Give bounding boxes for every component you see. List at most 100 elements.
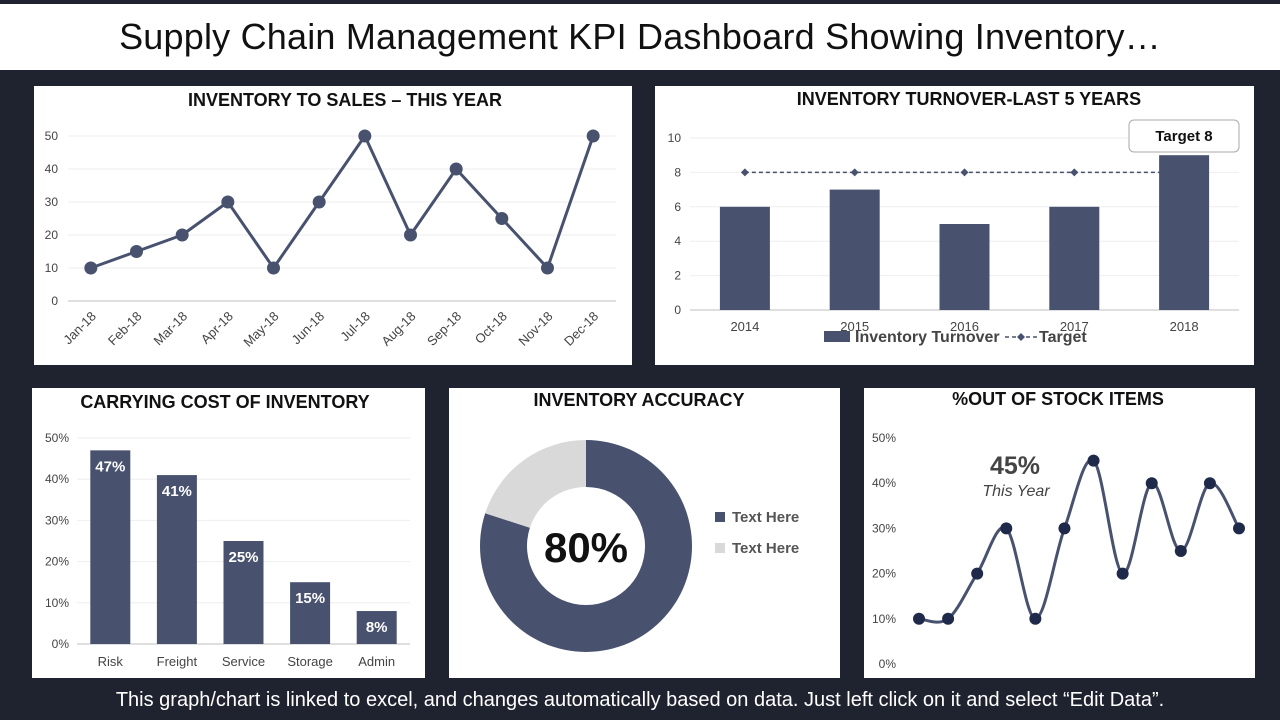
x-tick-label: 2016 — [950, 319, 979, 334]
data-point — [1145, 477, 1158, 490]
inventory-accuracy-chart[interactable]: INVENTORY ACCURACY 80% Text Here Text Here — [449, 388, 840, 678]
data-point — [1058, 522, 1071, 535]
target-marker — [850, 168, 859, 177]
target-callout-text: Target 8 — [1155, 128, 1212, 145]
dashboard-title-bar: Supply Chain Management KPI Dashboard Sh… — [0, 4, 1280, 70]
x-tick-label: 2017 — [1060, 319, 1089, 334]
x-tick-label: Freight — [157, 654, 198, 669]
target-callout-box — [1128, 119, 1240, 153]
x-tick-label: Nov-18 — [515, 309, 555, 349]
out-of-stock-chart[interactable]: %OUT OF STOCK ITEMS 0% 10% 20% 30% 40% 50% 45% T… — [864, 388, 1255, 678]
y-tick-label: 10 — [668, 131, 682, 145]
x-tick-label: 2018 — [1170, 319, 1199, 334]
y-tick-label: 2 — [674, 269, 681, 283]
bar — [1049, 206, 1100, 310]
pie-slice — [480, 440, 692, 652]
y-tick-label: 0% — [879, 657, 897, 671]
x-tick-label: May-18 — [240, 309, 281, 350]
bar — [939, 224, 990, 310]
data-point — [84, 261, 98, 275]
y-tick-label: 0 — [674, 303, 681, 317]
y-tick-label: 30% — [45, 513, 69, 527]
data-label: 15% — [295, 590, 325, 607]
y-tick-label: 8 — [674, 165, 681, 179]
y-tick-label: 20 — [45, 228, 59, 242]
x-tick-label: Jan-18 — [60, 309, 99, 348]
data-point — [130, 245, 143, 258]
series-line — [90, 134, 595, 270]
x-tick-label: Jul-18 — [337, 309, 373, 345]
data-point — [1174, 545, 1187, 557]
x-tick-label: Oct-18 — [472, 309, 510, 347]
data-label: 41% — [162, 483, 192, 500]
data-point — [1116, 567, 1129, 580]
inventory-to-sales-chart[interactable]: INVENTORY TO SALES – THIS YEAR 0 10 20 30 40 5… — [34, 86, 632, 365]
chart-title: INVENTORY TO SALES – THIS YEAR — [188, 90, 502, 110]
legend-target-marker — [1017, 333, 1025, 341]
x-tick-label: Feb-18 — [105, 309, 145, 349]
inventory-turnover-chart[interactable]: INVENTORY TURNOVER-LAST 5 YEARS 0 2 4 6 8 10 20… — [655, 86, 1254, 365]
x-tick-label: Risk — [98, 654, 124, 669]
footer-note: This graph/chart is linked to excel, and… — [115, 688, 1165, 711]
data-point — [942, 612, 955, 625]
y-tick-label: 40% — [872, 476, 896, 490]
y-tick-label: 10% — [872, 612, 896, 626]
bar — [829, 189, 880, 310]
data-point — [1233, 522, 1245, 535]
target-marker — [740, 168, 749, 177]
y-tick-label: 50% — [45, 431, 69, 445]
dashboard-title: Supply Chain Management KPI Dashboard Sh… — [119, 16, 1161, 57]
x-tick-label: Mar-18 — [151, 309, 191, 349]
x-tick-label: Storage — [287, 654, 333, 669]
x-tick-label: Aug-18 — [378, 309, 418, 349]
x-tick-label: Sep-18 — [424, 309, 464, 349]
inventory-to-sales-panel[interactable]: INVENTORY TO SALES – THIS YEAR 0 10 20 30 40 5… — [34, 86, 632, 365]
bar — [223, 541, 264, 644]
target-marker — [960, 168, 969, 177]
out-of-stock-panel[interactable]: %OUT OF STOCK ITEMS 0% 10% 20% 30% 40% 50% 45% T… — [864, 388, 1255, 678]
legend-swatch — [715, 512, 725, 522]
bar — [156, 475, 197, 644]
y-tick-label: 30% — [872, 521, 896, 535]
x-tick-label: 2015 — [840, 319, 869, 334]
inventory-accuracy-panel[interactable]: INVENTORY ACCURACY 80% Text Here Text Here — [449, 388, 840, 678]
x-tick-label: Jun-18 — [289, 309, 328, 348]
y-tick-label: 20% — [872, 567, 896, 581]
data-label: 8% — [366, 619, 388, 636]
legend-label: Target — [1039, 329, 1087, 346]
y-tick-label: 50 — [45, 129, 59, 143]
legend-label: Text Here — [732, 509, 799, 526]
bar — [719, 206, 770, 310]
x-tick-label: Dec-18 — [561, 309, 601, 349]
data-label: 25% — [228, 549, 258, 566]
carrying-cost-panel[interactable]: CARRYING COST OF INVENTORY 0% 10% 20% 30% 40%… — [32, 388, 425, 678]
y-tick-label: 10% — [45, 596, 69, 610]
data-point — [312, 195, 326, 209]
data-point — [913, 612, 925, 625]
carrying-cost-chart[interactable]: CARRYING COST OF INVENTORY 0% 10% 20% 30% 40%… — [32, 388, 425, 678]
data-point — [1000, 522, 1013, 535]
y-tick-label: 50% — [872, 431, 896, 445]
bar — [290, 582, 331, 644]
y-tick-label: 20% — [45, 555, 69, 569]
data-point — [495, 212, 509, 225]
data-point — [267, 261, 280, 275]
legend-swatch — [715, 543, 725, 553]
legend-label: Text Here — [732, 540, 799, 557]
pie-slice — [485, 440, 586, 528]
data-point — [1087, 454, 1100, 467]
inventory-turnover-panel[interactable]: INVENTORY TURNOVER-LAST 5 YEARS 0 2 4 6 8 10 20… — [655, 86, 1254, 365]
x-tick-label: 2014 — [730, 319, 759, 334]
y-tick-label: 0 — [51, 294, 58, 308]
legend-bar-swatch — [824, 331, 850, 342]
target-marker — [1070, 168, 1079, 177]
y-tick-label: 40% — [45, 472, 69, 486]
data-point — [404, 228, 417, 242]
chart-title: CARRYING COST OF INVENTORY — [80, 392, 369, 412]
y-tick-label: 6 — [674, 200, 681, 214]
annotation-value: 45% — [990, 452, 1040, 480]
y-tick-label: 4 — [674, 234, 681, 248]
bar — [90, 450, 131, 644]
data-point — [1203, 477, 1216, 490]
data-label: 47% — [95, 458, 125, 475]
